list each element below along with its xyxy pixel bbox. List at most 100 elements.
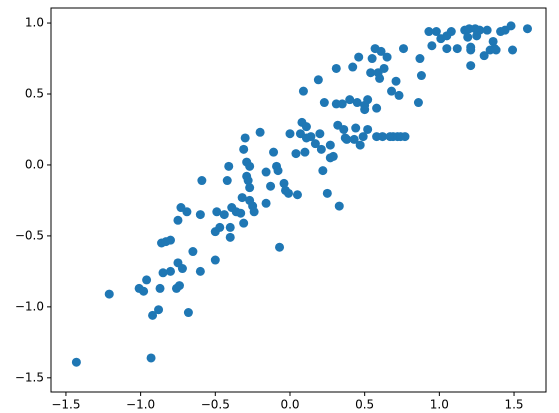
point [400,132,410,142]
point [71,357,81,367]
point [399,44,409,54]
point [182,207,192,217]
y-tick-label: −1.0 [15,299,44,313]
point [387,86,397,96]
point [391,76,401,86]
point [363,95,373,105]
point [424,27,434,37]
point [266,181,276,191]
point [188,247,198,257]
point [352,98,362,108]
point [355,140,365,150]
point [470,24,480,34]
point [298,86,308,96]
point [236,208,246,218]
x-tick-label: −1.5 [51,398,80,412]
x-tick-label: 1.0 [430,398,449,412]
point [245,183,255,193]
point [345,95,355,105]
point [376,46,386,56]
point [325,140,335,150]
point [315,129,325,139]
point [375,73,385,83]
point [508,45,518,55]
y-tick-label: 0.0 [25,157,44,171]
point [337,99,347,109]
point [306,132,316,142]
y-tick-label: −1.5 [15,370,44,384]
point [372,103,382,113]
x-tick-label: −1.0 [126,398,155,412]
point [488,36,498,46]
point [463,32,473,42]
point [283,188,293,198]
point [239,218,249,228]
point [292,190,302,200]
point [367,54,377,64]
point [210,255,220,265]
point [415,54,425,64]
point [215,222,225,232]
point [366,68,376,78]
point [413,98,423,108]
point [269,147,279,157]
point [177,264,187,274]
point [225,222,235,232]
point [354,52,364,62]
point [379,63,389,73]
point [224,161,234,171]
point [139,286,149,296]
point [165,235,175,245]
point [351,123,361,133]
point [339,124,349,134]
point [279,178,289,188]
point [173,215,183,225]
point [378,132,388,142]
point [146,353,156,363]
point [240,133,250,143]
point [382,52,392,62]
point [466,45,476,55]
point [255,127,265,137]
point [318,166,328,176]
point [313,75,323,85]
point [222,176,232,186]
point [416,71,426,81]
point [197,176,207,186]
point [342,134,352,144]
point [358,132,368,142]
point [104,289,114,299]
point [261,167,271,177]
x-tick-label: −0.5 [201,398,230,412]
point [300,147,310,157]
point [212,207,222,217]
point [442,44,452,54]
point [195,210,205,220]
point [431,27,441,37]
y-tick-label: 0.5 [25,86,44,100]
point [522,24,532,34]
y-tick-label: 1.0 [25,16,44,30]
point [275,242,285,252]
point [261,198,271,208]
point [174,281,184,291]
point [158,268,168,278]
point [316,144,326,154]
point [427,41,437,51]
point [245,161,255,171]
point [165,266,175,276]
point [225,232,235,242]
x-tick-label: 1.5 [504,398,523,412]
point [142,275,152,285]
point [363,124,373,134]
point [322,188,332,198]
point [348,62,358,72]
point [285,129,295,139]
point [154,305,164,315]
point [394,90,404,100]
point [239,144,249,154]
point [349,134,359,144]
point [452,44,462,54]
x-tick-label: 0.0 [280,398,299,412]
